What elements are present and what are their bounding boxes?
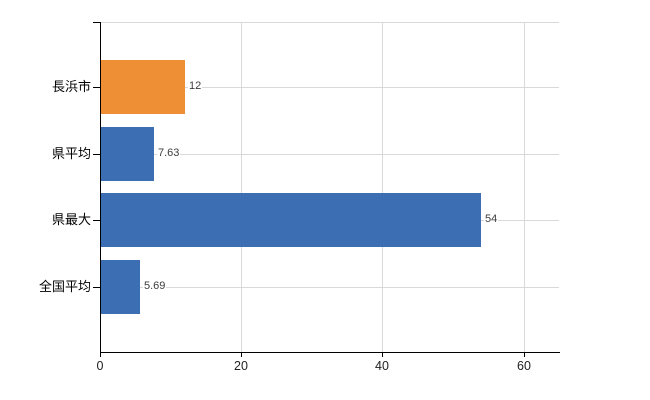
x-axis-tick-label: 0 (96, 359, 104, 373)
y-axis-label: 長浜市 (51, 79, 91, 94)
x-axis-tick-label: 60 (517, 359, 531, 373)
y-axis-label: 県平均 (51, 146, 91, 161)
gridline-vertical (524, 22, 525, 352)
bar (101, 260, 140, 314)
x-axis-tick-label: 40 (375, 359, 389, 373)
y-axis-end-tick (93, 22, 100, 23)
x-axis-tick (382, 352, 383, 357)
gridline-vertical (382, 22, 383, 352)
value-label: 7.63 (157, 147, 181, 160)
y-axis-tick (93, 287, 100, 288)
bar (101, 127, 154, 181)
y-axis-tick (93, 87, 100, 88)
y-axis-label: 全国平均 (38, 279, 91, 294)
gridline-horizontal (100, 154, 559, 155)
x-axis-line (100, 352, 560, 353)
gridline-horizontal (100, 87, 559, 88)
bar (101, 193, 481, 247)
y-axis-tick (93, 154, 100, 155)
value-label: 54 (484, 213, 499, 226)
value-label: 5.69 (143, 280, 167, 293)
bar (101, 60, 185, 114)
x-axis-tick (241, 352, 242, 357)
x-axis-tick (100, 352, 101, 357)
y-axis-tick (93, 220, 100, 221)
gridline-horizontal (100, 287, 559, 288)
x-axis-tick (524, 352, 525, 357)
gridline-vertical (241, 22, 242, 352)
value-label: 12 (188, 80, 203, 93)
y-axis-line (100, 22, 101, 353)
x-axis-tick-label: 20 (234, 359, 248, 373)
plot-top-border (100, 22, 559, 23)
y-axis-label: 県最大 (51, 212, 91, 227)
